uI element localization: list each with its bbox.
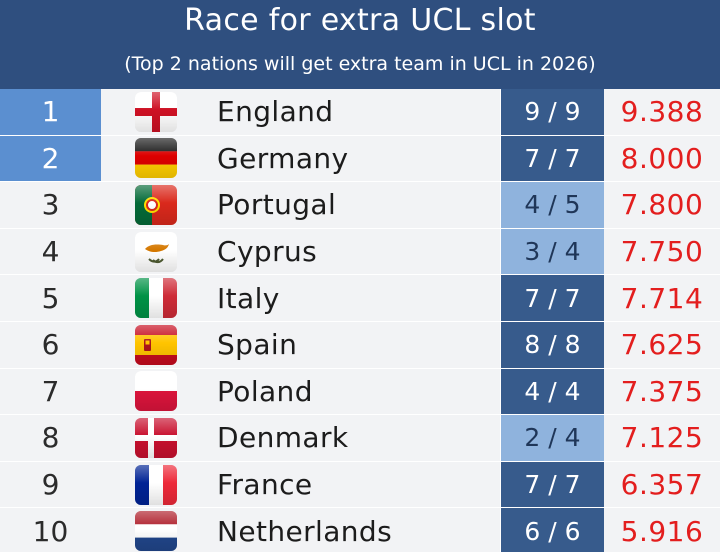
ranking-table: 1 England 9 / 9 9.388 2 Germany 7 / 7 8.… <box>0 89 720 552</box>
flag-cell <box>101 229 211 275</box>
coefficient-points: 5.916 <box>620 514 704 548</box>
country-name: Netherlands <box>217 514 393 548</box>
page-subtitle: (Top 2 nations will get extra team in UC… <box>124 53 596 75</box>
rank-cell: 2 <box>0 135 101 182</box>
teams-remaining-cell: 4 / 5 <box>500 182 604 228</box>
coefficient-points: 8.000 <box>620 141 704 175</box>
flag-cell <box>101 415 211 461</box>
country-name: Spain <box>217 328 298 362</box>
cyprus-flag-icon <box>135 231 177 272</box>
rank-cell: 4 <box>41 235 60 269</box>
rank-cell: 7 <box>41 374 60 408</box>
country-name: Italy <box>217 281 280 315</box>
flag-cell <box>101 508 211 552</box>
teams-remaining-cell: 6 / 6 <box>500 508 604 552</box>
table-row-france: 9 France 7 / 7 6.357 <box>0 461 720 509</box>
table-row-denmark: 8 Denmark 2 / 4 7.125 <box>0 415 720 462</box>
page-title: Race for extra UCL slot <box>184 3 536 38</box>
country-name: Poland <box>217 374 313 408</box>
rank-cell: 8 <box>41 421 60 455</box>
rank-cell: 1 <box>0 89 101 135</box>
flag-cell <box>101 182 211 228</box>
teams-remaining-cell: 4 / 4 <box>500 368 604 415</box>
flag-cell <box>101 369 211 415</box>
teams-remaining-cell: 7 / 7 <box>500 275 604 321</box>
country-name: France <box>217 468 313 502</box>
rank-cell: 5 <box>41 281 60 315</box>
rank-cell: 6 <box>41 328 60 362</box>
table-row-portugal: 3 Portugal 4 / 5 7.800 <box>0 182 720 229</box>
coefficient-points: 6.357 <box>620 468 704 502</box>
table-row-cyprus: 4 Cyprus 3 / 4 7.750 <box>0 228 720 276</box>
country-name: Portugal <box>217 188 337 222</box>
flag-cell <box>101 136 211 182</box>
header: Race for extra UCL slot (Top 2 nations w… <box>0 0 720 89</box>
denmark-flag-icon <box>135 417 177 458</box>
teams-remaining-cell: 2 / 4 <box>500 415 604 461</box>
coefficient-points: 7.375 <box>620 374 704 408</box>
flag-cell <box>101 275 211 321</box>
poland-flag-icon <box>135 371 177 412</box>
portugal-flag-icon <box>135 184 177 225</box>
coefficient-points: 7.714 <box>620 281 704 315</box>
teams-remaining-cell: 3 / 4 <box>500 228 604 275</box>
teams-remaining-cell: 8 / 8 <box>500 321 604 368</box>
country-name: Denmark <box>217 421 349 455</box>
coefficient-points: 9.388 <box>620 95 704 129</box>
coefficient-points: 7.750 <box>620 235 704 269</box>
rank-cell: 3 <box>41 188 60 222</box>
teams-remaining-cell: 7 / 7 <box>500 135 604 182</box>
flag-cell <box>101 89 211 135</box>
spain-flag-icon <box>135 324 177 365</box>
england-flag-icon <box>135 91 177 132</box>
flag-cell <box>101 462 211 508</box>
table-row-italy: 5 Italy 7 / 7 7.714 <box>0 275 720 322</box>
table-row-netherlands: 10 Netherlands 6 / 6 5.916 <box>0 508 720 552</box>
teams-remaining-cell: 7 / 7 <box>500 461 604 508</box>
table-row-england: 1 England 9 / 9 9.388 <box>0 89 720 136</box>
table-row-poland: 7 Poland 4 / 4 7.375 <box>0 368 720 416</box>
coefficient-points: 7.625 <box>620 328 704 362</box>
country-name: Cyprus <box>217 235 318 269</box>
flag-cell <box>101 322 211 368</box>
rank-cell: 9 <box>41 468 60 502</box>
italy-flag-icon <box>135 278 177 319</box>
teams-remaining-cell: 9 / 9 <box>500 89 604 135</box>
country-name: England <box>217 95 334 129</box>
germany-flag-icon <box>135 138 177 179</box>
country-name: Germany <box>217 141 349 175</box>
coefficient-points: 7.800 <box>620 188 704 222</box>
rank-cell: 10 <box>32 514 69 548</box>
coefficient-points: 7.125 <box>620 421 704 455</box>
netherlands-flag-icon <box>135 511 177 552</box>
table-row-spain: 6 Spain 8 / 8 7.625 <box>0 321 720 369</box>
table-row-germany: 2 Germany 7 / 7 8.000 <box>0 135 720 183</box>
france-flag-icon <box>135 464 177 505</box>
